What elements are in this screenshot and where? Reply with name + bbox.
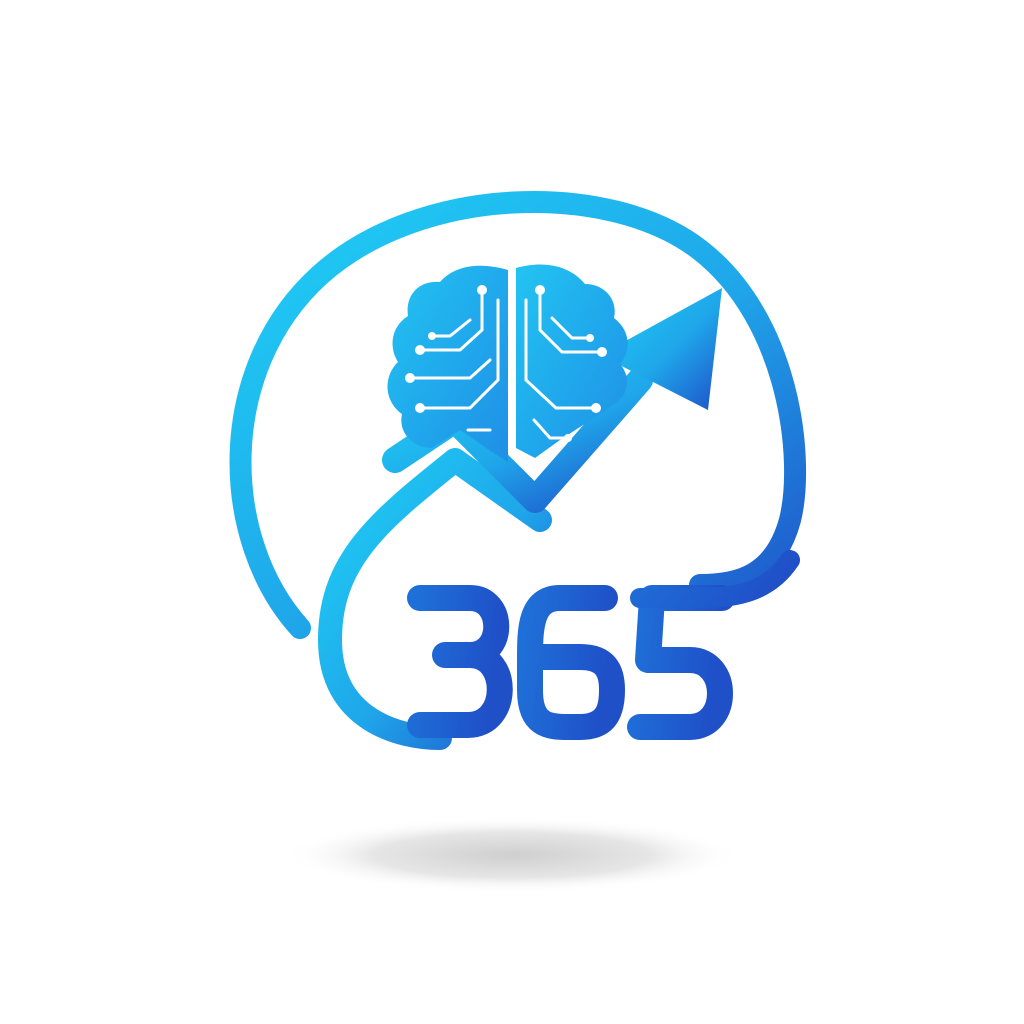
ground-shadow [282,817,742,893]
digit-5 [627,585,735,740]
digit-6 [517,585,625,740]
swoosh-tail [630,550,800,608]
swoosh-inner-curve [318,448,552,750]
swoosh-ring [229,191,807,639]
brain-circuit-icon [387,264,628,462]
digit-3 [407,585,513,738]
trend-up-arrow-icon [600,288,722,410]
logo-wordmark [407,585,735,740]
